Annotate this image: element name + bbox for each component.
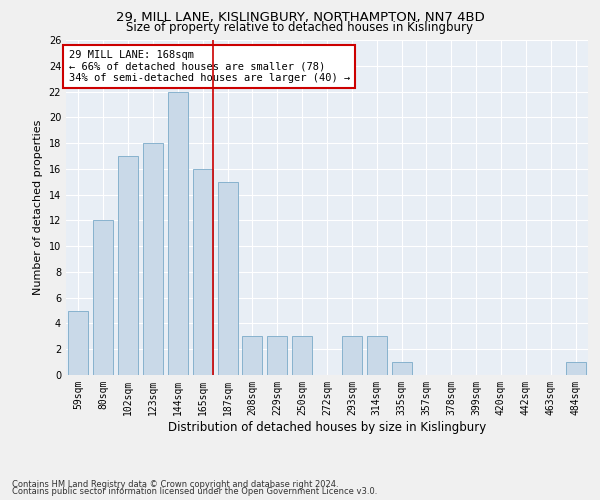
Text: Size of property relative to detached houses in Kislingbury: Size of property relative to detached ho… [127, 22, 473, 35]
Text: 29 MILL LANE: 168sqm
← 66% of detached houses are smaller (78)
34% of semi-detac: 29 MILL LANE: 168sqm ← 66% of detached h… [68, 50, 350, 83]
Bar [268, 336, 287, 375]
Bar [143, 143, 163, 375]
Bar [94, 220, 113, 375]
Text: Contains public sector information licensed under the Open Government Licence v3: Contains public sector information licen… [12, 487, 377, 496]
Bar [68, 310, 88, 375]
Bar [193, 169, 212, 375]
Bar [168, 92, 188, 375]
Bar [392, 362, 412, 375]
Bar [566, 362, 586, 375]
Text: Contains HM Land Registry data © Crown copyright and database right 2024.: Contains HM Land Registry data © Crown c… [12, 480, 338, 489]
Bar [118, 156, 138, 375]
Bar [218, 182, 238, 375]
Bar [292, 336, 312, 375]
Bar [367, 336, 386, 375]
X-axis label: Distribution of detached houses by size in Kislingbury: Distribution of detached houses by size … [168, 420, 486, 434]
Bar [242, 336, 262, 375]
Bar [342, 336, 362, 375]
Y-axis label: Number of detached properties: Number of detached properties [33, 120, 43, 295]
Text: 29, MILL LANE, KISLINGBURY, NORTHAMPTON, NN7 4BD: 29, MILL LANE, KISLINGBURY, NORTHAMPTON,… [116, 11, 484, 24]
